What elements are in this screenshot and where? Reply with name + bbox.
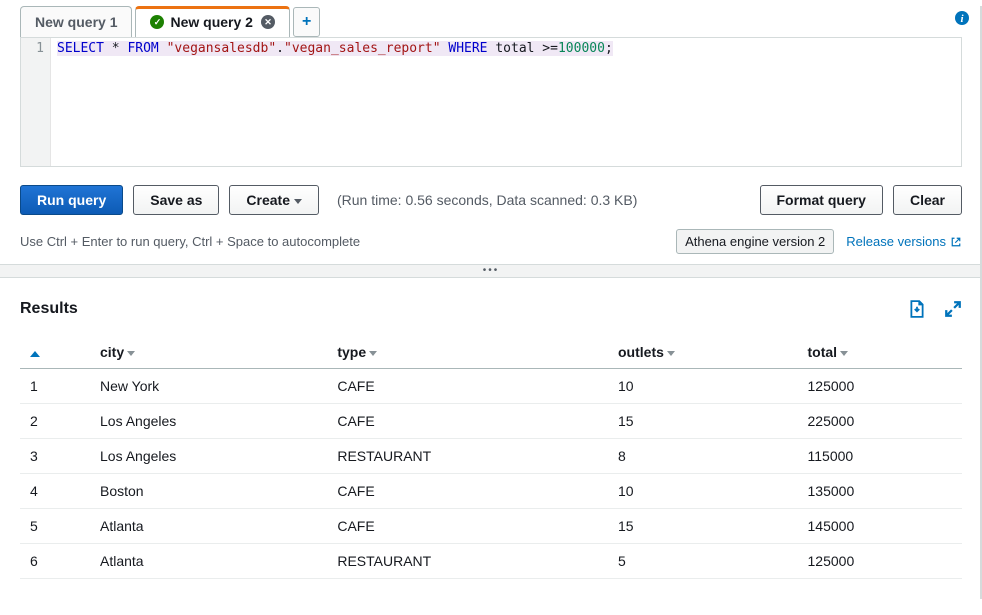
- chevron-down-icon: [294, 199, 302, 204]
- col-city[interactable]: city: [90, 336, 327, 369]
- table-cell: 15: [608, 404, 798, 439]
- sort-asc-icon: [30, 351, 40, 357]
- col-label: outlets: [618, 344, 664, 360]
- table-cell: 15: [608, 509, 798, 544]
- table-cell: 125000: [798, 369, 962, 404]
- table-cell: 8: [608, 439, 798, 474]
- close-icon[interactable]: ✕: [261, 15, 275, 29]
- table-cell: 6: [20, 544, 90, 579]
- table-cell: 125000: [798, 544, 962, 579]
- tab-new-query-1[interactable]: New query 1: [20, 6, 132, 37]
- code-area[interactable]: SELECT * FROM "vegansalesdb"."vegan_sale…: [51, 38, 961, 166]
- sql-keyword: WHERE: [448, 41, 487, 56]
- table-cell: 1: [20, 369, 90, 404]
- table-cell: 5: [20, 509, 90, 544]
- table-cell: New York: [90, 369, 327, 404]
- col-type[interactable]: type: [327, 336, 608, 369]
- query-tabs: New query 1 ✓ New query 2 ✕ +: [20, 6, 962, 37]
- table-cell: 115000: [798, 439, 962, 474]
- col-label: city: [100, 344, 124, 360]
- table-cell: CAFE: [327, 404, 608, 439]
- table-row: 2Los AngelesCAFE15225000: [20, 404, 962, 439]
- table-cell: 5: [608, 544, 798, 579]
- table-cell: 145000: [798, 509, 962, 544]
- sort-icon: [840, 351, 848, 356]
- engine-badge: Athena engine version 2: [676, 229, 834, 254]
- results-title: Results: [20, 300, 78, 318]
- clear-button[interactable]: Clear: [893, 185, 962, 215]
- col-label: type: [337, 344, 366, 360]
- sql-text: [159, 41, 167, 56]
- table-cell: RESTAURANT: [327, 439, 608, 474]
- table-cell: 3: [20, 439, 90, 474]
- line-gutter: 1: [21, 38, 51, 166]
- table-cell: 10: [608, 474, 798, 509]
- table-cell: 10: [608, 369, 798, 404]
- sort-icon: [369, 351, 377, 356]
- check-icon: ✓: [150, 15, 164, 29]
- col-outlets[interactable]: outlets: [608, 336, 798, 369]
- resize-handle[interactable]: •••: [0, 264, 982, 278]
- table-cell: Atlanta: [90, 544, 327, 579]
- format-query-button[interactable]: Format query: [760, 185, 883, 215]
- sql-keyword: FROM: [127, 41, 158, 56]
- col-index[interactable]: [20, 336, 90, 369]
- sql-text: ;: [605, 41, 613, 56]
- table-cell: Boston: [90, 474, 327, 509]
- col-total[interactable]: total: [798, 336, 962, 369]
- tab-new-query-2[interactable]: ✓ New query 2 ✕: [135, 6, 289, 37]
- external-link-icon: [950, 236, 962, 248]
- run-info: (Run time: 0.56 seconds, Data scanned: 0…: [337, 192, 637, 208]
- run-query-button[interactable]: Run query: [20, 185, 123, 215]
- table-cell: 4: [20, 474, 90, 509]
- sort-icon: [127, 351, 135, 356]
- table-cell: 225000: [798, 404, 962, 439]
- hint-row: Use Ctrl + Enter to run query, Ctrl + Sp…: [20, 229, 962, 254]
- tab-label: New query 2: [170, 14, 252, 30]
- sort-icon: [667, 351, 675, 356]
- table-row: 3Los AngelesRESTAURANT8115000: [20, 439, 962, 474]
- sql-text: total >=: [488, 41, 558, 56]
- table-cell: CAFE: [327, 369, 608, 404]
- sql-text: *: [104, 41, 127, 56]
- table-row: 4BostonCAFE10135000: [20, 474, 962, 509]
- info-icon[interactable]: i: [954, 10, 970, 31]
- line-number: 1: [36, 41, 44, 56]
- table-cell: Atlanta: [90, 509, 327, 544]
- table-cell: RESTAURANT: [327, 544, 608, 579]
- action-bar: Run query Save as Create (Run time: 0.56…: [20, 185, 962, 215]
- create-button[interactable]: Create: [229, 185, 319, 215]
- tab-label: New query 1: [35, 14, 117, 30]
- release-versions-link[interactable]: Release versions: [846, 234, 962, 249]
- table-cell: Los Angeles: [90, 439, 327, 474]
- table-row: 6AtlantaRESTAURANT5125000: [20, 544, 962, 579]
- results-header: Results: [20, 300, 962, 318]
- release-link-label: Release versions: [846, 234, 946, 249]
- sql-keyword: SELECT: [57, 41, 104, 56]
- table-cell: 135000: [798, 474, 962, 509]
- sql-number: 100000: [558, 41, 605, 56]
- add-tab-button[interactable]: +: [293, 7, 320, 37]
- results-actions: [908, 300, 962, 318]
- save-as-button[interactable]: Save as: [133, 185, 219, 215]
- download-icon[interactable]: [908, 300, 926, 318]
- sql-string: "vegan_sales_report": [284, 41, 441, 56]
- table-cell: 2: [20, 404, 90, 439]
- col-label: total: [808, 344, 838, 360]
- hint-text: Use Ctrl + Enter to run query, Ctrl + Sp…: [20, 234, 360, 249]
- table-row: 5AtlantaCAFE15145000: [20, 509, 962, 544]
- sql-text: .: [276, 41, 284, 56]
- results-table: city type outlets total 1New YorkCAFE101…: [20, 336, 962, 579]
- create-label: Create: [246, 192, 290, 208]
- sql-editor[interactable]: 1 SELECT * FROM "vegansalesdb"."vegan_sa…: [20, 37, 962, 167]
- table-cell: Los Angeles: [90, 404, 327, 439]
- expand-icon[interactable]: [944, 300, 962, 318]
- sql-string: "vegansalesdb": [167, 41, 277, 56]
- table-row: 1New YorkCAFE10125000: [20, 369, 962, 404]
- table-cell: CAFE: [327, 474, 608, 509]
- table-cell: CAFE: [327, 509, 608, 544]
